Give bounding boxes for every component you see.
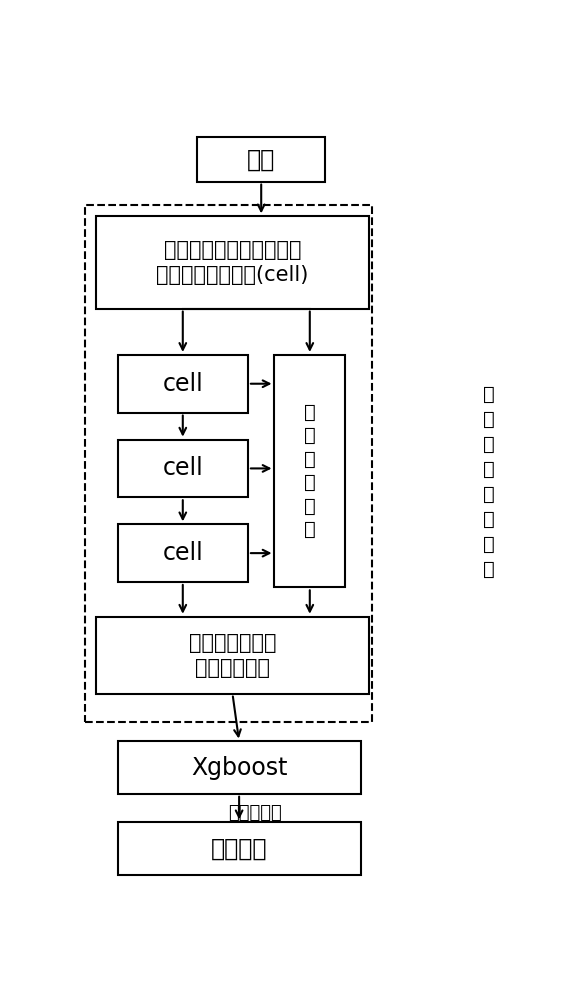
FancyBboxPatch shape (117, 822, 361, 875)
Text: cell: cell (162, 541, 203, 565)
FancyBboxPatch shape (117, 355, 248, 413)
FancyBboxPatch shape (96, 216, 369, 309)
Text: 训练分类器: 训练分类器 (227, 804, 282, 822)
FancyBboxPatch shape (96, 617, 369, 694)
Text: 双核卷积神经网络特征提
取与特征传递单元(cell): 双核卷积神经网络特征提 取与特征传递单元(cell) (156, 240, 309, 285)
FancyBboxPatch shape (117, 440, 248, 497)
FancyBboxPatch shape (275, 355, 345, 587)
Text: 双
核
卷
积
特
征
提
取: 双 核 卷 积 特 征 提 取 (483, 385, 495, 579)
Text: 特征融合生成最
终的图像特征: 特征融合生成最 终的图像特征 (189, 633, 276, 678)
Text: 分类结果: 分类结果 (211, 836, 267, 860)
FancyBboxPatch shape (117, 524, 248, 582)
FancyBboxPatch shape (117, 741, 361, 794)
Text: 特
征
增
强
模
块: 特 征 增 强 模 块 (304, 403, 316, 539)
Text: Xgboost: Xgboost (191, 756, 287, 780)
Text: 输入: 输入 (247, 147, 275, 171)
Text: cell: cell (162, 456, 203, 480)
FancyBboxPatch shape (197, 137, 325, 182)
Text: cell: cell (162, 372, 203, 396)
